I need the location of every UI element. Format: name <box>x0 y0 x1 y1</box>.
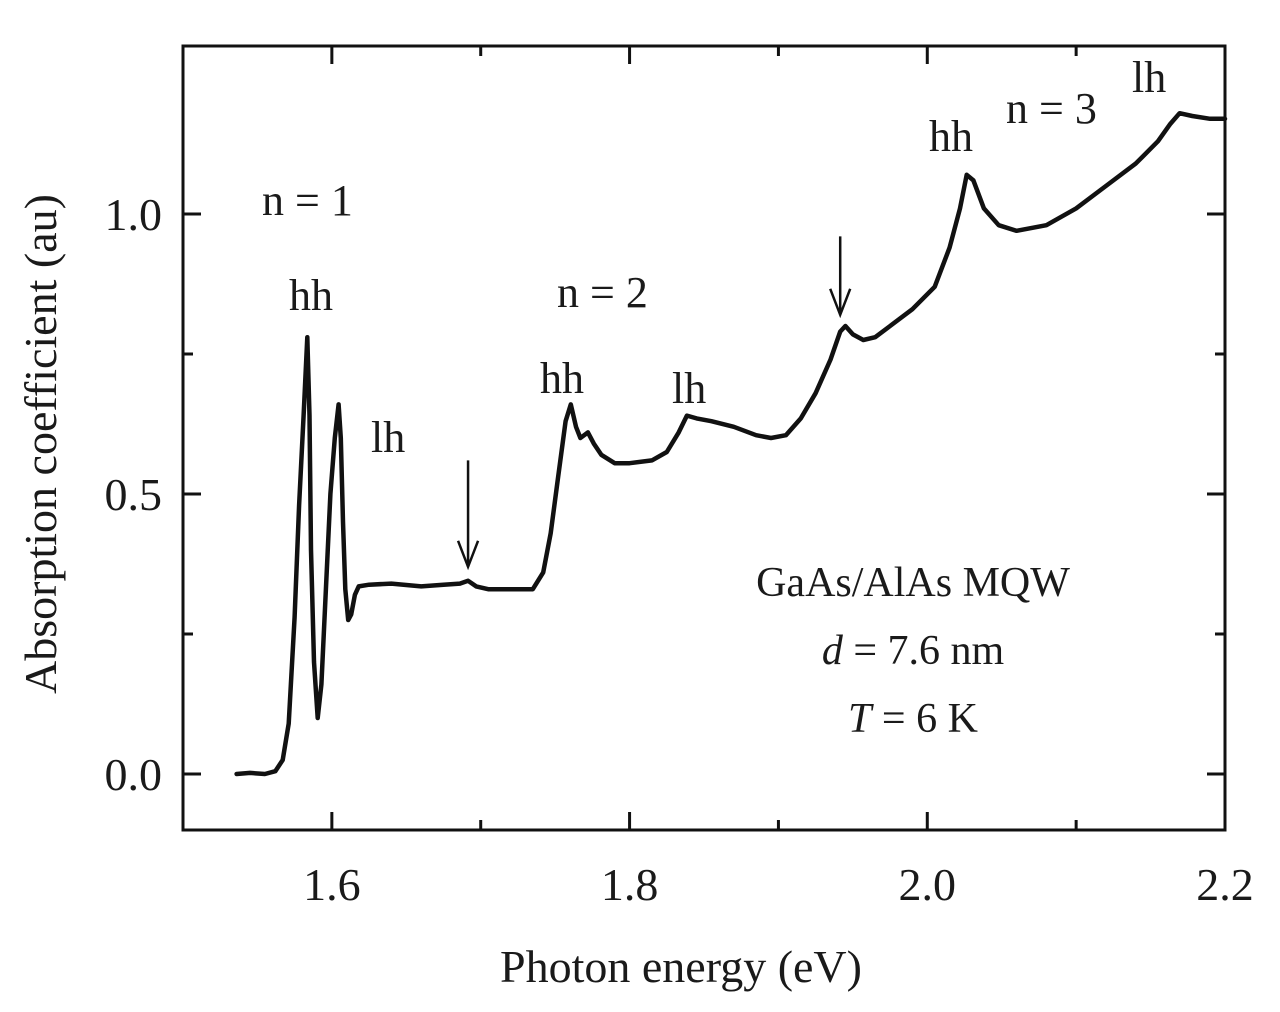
sample-note-d-var: d <box>822 628 844 674</box>
x-tick-label: 2.2 <box>1196 859 1254 910</box>
annotation-n2-lh: lh <box>672 364 706 413</box>
sample-note-t-value: = 6 K <box>871 696 978 742</box>
annotation-n2-hh: hh <box>540 354 584 403</box>
sample-note-t-var: T <box>848 696 874 742</box>
annotation-n3-lh: lh <box>1132 53 1166 102</box>
x-tick-label: 1.8 <box>601 859 659 910</box>
annotation-n2: n = 2 <box>557 268 648 317</box>
y-tick-label: 0.0 <box>105 749 163 800</box>
down-arrow-icon <box>456 460 480 571</box>
y-axis-ticks: 0.0 0.5 1.0 <box>105 189 1225 800</box>
annotation-n3-hh: hh <box>929 112 973 161</box>
x-axis-label: Photon energy (eV) <box>500 941 862 992</box>
y-axis-label: Absorption coefficient (au) <box>15 194 66 694</box>
x-tick-label: 1.6 <box>303 859 361 910</box>
y-tick-label: 1.0 <box>105 189 163 240</box>
x-tick-label: 2.0 <box>899 859 957 910</box>
annotation-n1-lh: lh <box>371 413 405 462</box>
x-axis-ticks: 1.6 1.8 2.0 2.2 <box>181 46 1254 910</box>
down-arrow-icon <box>829 236 852 319</box>
sample-note-line1: GaAs/AlAs MQW <box>756 560 1070 606</box>
plot-frame <box>181 44 1227 832</box>
sample-note-d-value: = 7.6 nm <box>843 628 1005 674</box>
sample-note-line2: d = 7.6 nm <box>822 628 1005 674</box>
annotation-n1: n = 1 <box>262 176 353 225</box>
absorption-series-line <box>234 110 1228 777</box>
arrow-markers <box>456 236 852 571</box>
y-tick-label: 0.5 <box>105 469 163 520</box>
annotation-n3: n = 3 <box>1006 84 1097 133</box>
sample-note-line3: T = 6 K <box>848 696 978 742</box>
annotation-n1-hh: hh <box>289 271 333 320</box>
